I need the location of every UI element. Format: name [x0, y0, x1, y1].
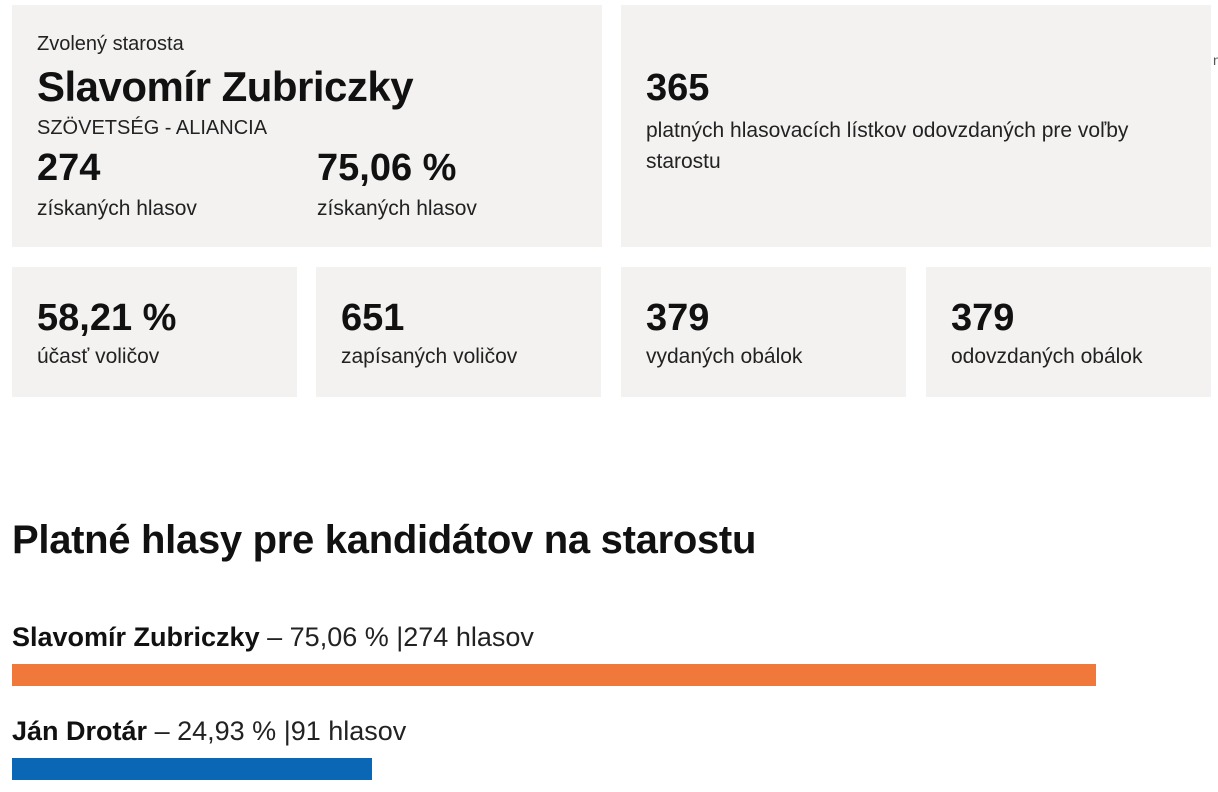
turnout-value: 58,21 % [37, 297, 177, 339]
valid-ballots-label: platných hlasovacích lístkov odovzdaných… [646, 119, 1129, 173]
winner-party: SZÖVETSÉG - ALIANCIA [37, 117, 268, 139]
returned-envelopes-value: 379 [951, 297, 1015, 339]
candidate-bar-track [12, 664, 1212, 686]
candidate-divider: | [396, 622, 404, 652]
issued-envelopes-label: vydaných obálok [646, 345, 803, 368]
winner-votes-label: získaných hlasov [37, 197, 197, 220]
issued-envelopes-value: 379 [646, 297, 710, 339]
edge-text-fragment: n [1213, 52, 1218, 68]
registered-voters-label: zapísaných voličov [341, 345, 518, 368]
candidate-line: Ján Drotár – 24,93 % |91 hlasov [12, 716, 406, 747]
candidate-name: Slavomír Zubriczky [12, 622, 260, 652]
winner-name: Slavomír Zubriczky [37, 63, 414, 110]
candidate-bar-fill [12, 664, 1096, 686]
results-title: Platné hlasy pre kandidátov na starostu [12, 518, 757, 562]
winner-label: Zvolený starosta [37, 33, 184, 55]
candidate-line: Slavomír Zubriczky – 75,06 % |274 hlasov [12, 622, 534, 653]
winner-percent-value: 75,06 % [317, 147, 457, 189]
registered-voters-card: 651 zapísaných voličov [316, 267, 601, 397]
candidate-percent: 24,93 % [177, 716, 277, 746]
valid-ballots-card: 365 platných hlasovacích lístkov odovzda… [621, 5, 1211, 247]
candidate-separator: – [154, 716, 170, 746]
winner-percent-label: získaných hlasov [317, 197, 477, 220]
winner-card: Zvolený starosta Slavomír Zubriczky SZÖV… [12, 5, 602, 247]
turnout-card: 58,21 % účasť voličov [12, 267, 297, 397]
candidate-bar-fill [12, 758, 372, 780]
winner-votes-value: 274 [37, 147, 101, 189]
candidate-name: Ján Drotár [12, 716, 148, 746]
candidate-bar-track [12, 758, 1212, 780]
issued-envelopes-card: 379 vydaných obálok [621, 267, 906, 397]
candidate-votes: 274 hlasov [403, 622, 534, 652]
candidate-votes: 91 hlasov [290, 716, 407, 746]
candidate-percent: 75,06 % [289, 622, 389, 652]
returned-envelopes-card: 379 odovzdaných obálok [926, 267, 1211, 397]
registered-voters-value: 651 [341, 297, 405, 339]
valid-ballots-value: 365 [646, 67, 710, 109]
turnout-label: účasť voličov [37, 345, 160, 368]
candidate-separator: – [267, 622, 283, 652]
returned-envelopes-label: odovzdaných obálok [951, 345, 1143, 368]
candidate-divider: | [283, 716, 291, 746]
